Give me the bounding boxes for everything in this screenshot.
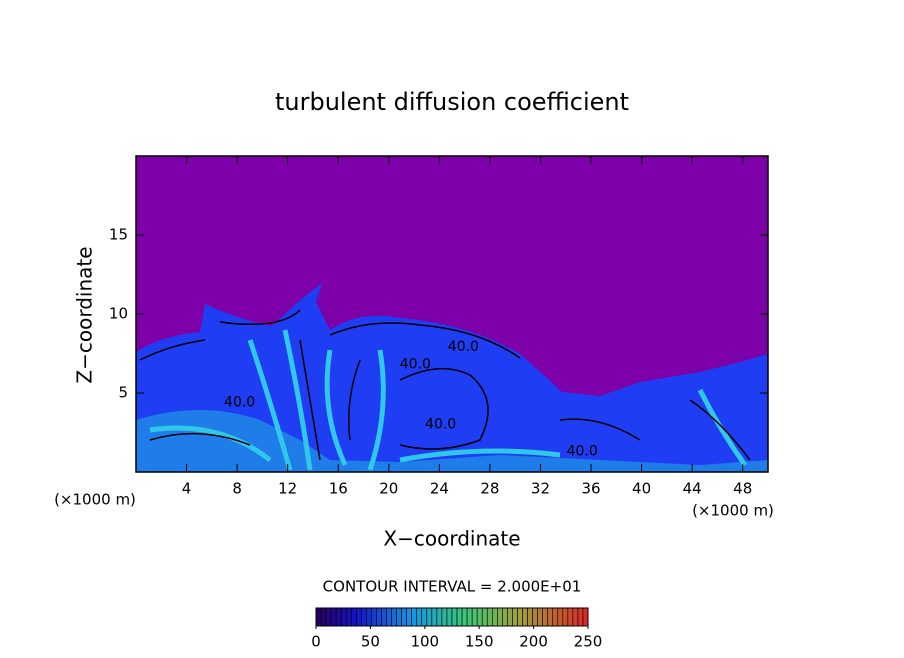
colorbar-segment [411, 607, 418, 627]
y-tick-label: 10 [109, 305, 128, 323]
contour-label: 40.0 [448, 339, 479, 355]
colorbar-segment [381, 607, 387, 627]
colorbar-segment [507, 607, 513, 627]
colorbar-segment [547, 607, 554, 627]
colorbar-frame [315, 607, 589, 627]
colorbar-segment [497, 607, 503, 627]
field-region [136, 410, 768, 472]
colorbar-segment [421, 607, 428, 627]
colorbar-segment [486, 607, 493, 627]
colorbar-segment [582, 607, 589, 627]
colorbar-segment [471, 607, 478, 627]
colorbar-segment [537, 607, 543, 627]
colorbar-segment [330, 607, 337, 627]
colorbar-segment [502, 607, 508, 627]
y-tick-label: 5 [118, 384, 128, 402]
colorbar-segment [522, 607, 528, 627]
colorbar-segment [451, 607, 458, 627]
colorbar-segment [542, 607, 549, 627]
colorbar-segment [491, 607, 498, 627]
colorbar-segment [391, 607, 397, 627]
colorbar-segment [350, 607, 357, 627]
colorbar-segment [512, 607, 518, 627]
colorbar-segment [371, 607, 377, 627]
colorbar-segment [401, 607, 407, 627]
contour-label: 40.0 [425, 417, 456, 433]
colorbar-segment [386, 607, 392, 627]
colorbar-segment [361, 607, 367, 627]
colorbar-segment [577, 607, 584, 627]
field-streak [149, 329, 748, 471]
x-tick-label: 8 [232, 480, 242, 498]
colorbar-segment [567, 607, 574, 627]
colorbar-segment [431, 607, 438, 627]
colorbar-segment [557, 607, 564, 627]
x-tick-label: 44 [683, 480, 702, 498]
colorbar-segment [426, 607, 433, 627]
y-axis-label: Z−coordinate [73, 246, 97, 383]
colorbar-segment [320, 607, 327, 627]
colorbar-segment [517, 607, 523, 627]
x-tick-label: 40 [632, 480, 651, 498]
colorbar-segment [436, 607, 443, 627]
x-tick-label: 12 [278, 480, 297, 498]
y-tick-label: 15 [109, 226, 128, 244]
contour-label: 40.0 [224, 394, 255, 410]
contour-interval: CONTOUR INTERVAL = 2.000E+01 [323, 578, 582, 596]
colorbar-segment [552, 607, 559, 627]
chart-title: turbulent diffusion coefficient [275, 88, 629, 116]
x-tick-label: 16 [329, 480, 348, 498]
x-tick-label: 4 [182, 480, 192, 498]
x-unit-label: (×1000 m) [692, 502, 774, 520]
colorbar-segment [376, 607, 382, 627]
colorbar-tick-label: 200 [519, 633, 548, 651]
colorbar-segment [456, 607, 463, 627]
colorbar-segment [476, 607, 483, 627]
colorbar-segment [572, 607, 579, 627]
colorbar-segment [416, 607, 423, 627]
colorbar-tick-label: 250 [574, 633, 603, 651]
contour-label: 40.0 [400, 357, 431, 373]
colorbar-segment [355, 607, 362, 627]
x-tick-label: 20 [379, 480, 398, 498]
colorbar-segment [335, 607, 342, 627]
colorbar-segment [461, 607, 468, 627]
colorbar-segment [527, 607, 533, 627]
colorbar-segment [481, 607, 488, 627]
colorbar-tick-label: 150 [465, 633, 494, 651]
colorbar-segment [562, 607, 569, 627]
colorbar-segment [345, 607, 352, 627]
colorbar-tick-label: 0 [311, 633, 321, 651]
contour-label: 40.0 [567, 443, 598, 459]
colorbar-tick-label: 100 [410, 633, 439, 651]
x-unit-label: (×1000 m) [54, 491, 136, 509]
x-axis-label: X−coordinate [383, 527, 520, 551]
colorbar-segment [406, 607, 413, 627]
x-tick-label: 48 [733, 480, 752, 498]
colorbar-segment [325, 607, 332, 627]
colorbar-segment [441, 607, 448, 627]
x-tick-label: 36 [581, 480, 600, 498]
colorbar-segment [446, 607, 453, 627]
x-tick-label: 24 [430, 480, 449, 498]
field [136, 283, 768, 472]
colorbar-segment [366, 607, 372, 627]
colorbar-segment [396, 607, 402, 627]
colorbar-segment [532, 607, 538, 627]
contour-line [139, 309, 751, 461]
x-tick-label: 28 [480, 480, 499, 498]
colorbar-tick-label: 50 [361, 633, 380, 651]
colorbar-segment [340, 607, 347, 627]
colorbar-segment [315, 607, 322, 627]
colorbar-segment [466, 607, 473, 627]
x-tick-label: 32 [531, 480, 550, 498]
